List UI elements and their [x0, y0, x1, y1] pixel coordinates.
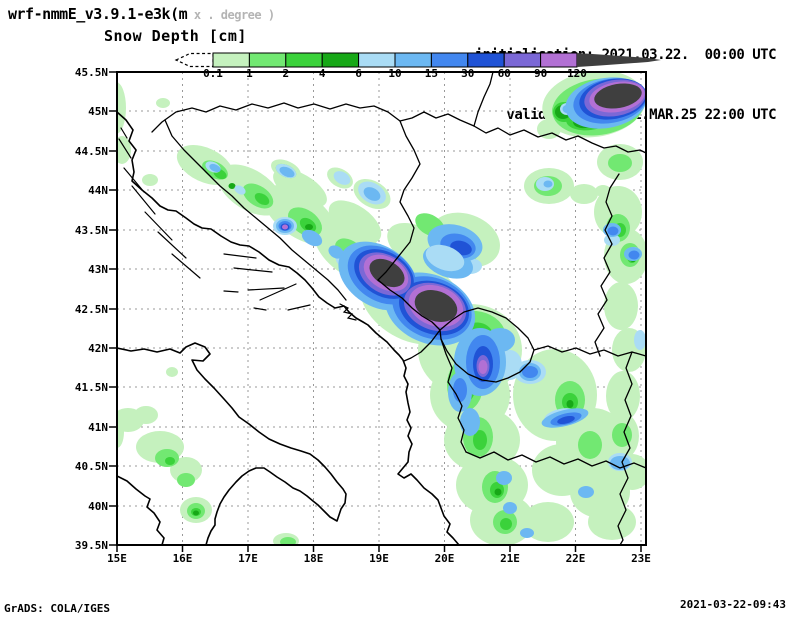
model-title-resolution-note: x . degree ) — [187, 8, 275, 22]
lat-axis-label: 40.5N — [74, 460, 108, 473]
lon-axis-label: 20E — [434, 552, 455, 565]
lon-axis-label: 22E — [565, 552, 586, 565]
lat-axis-label: 39.5N — [74, 539, 108, 552]
color-legend-bar — [174, 52, 661, 68]
lat-axis-label: 42N — [88, 342, 108, 355]
creation-timestamp: 2021-03-22-09:43 — [680, 598, 786, 611]
legend-overflow-arrow — [577, 53, 661, 67]
lon-axis-label: 16E — [172, 552, 193, 565]
kotor-bay-inlet — [339, 303, 357, 321]
snow-shading — [117, 72, 646, 545]
country-borders — [151, 72, 646, 545]
lon-axis-label: 18E — [303, 552, 324, 565]
lon-axis-label: 19E — [369, 552, 389, 565]
lon-axis-label: 15E — [107, 552, 127, 565]
lat-axis-label: 41.5N — [74, 381, 108, 394]
legend-tick-label: 6 — [355, 67, 362, 80]
legend-tick-label: 90 — [533, 67, 548, 80]
lat-axis-label: 45N — [88, 105, 108, 118]
plot-subtitle: Snow Depth [cm] — [104, 27, 247, 45]
lon-axis-label: 17E — [238, 552, 258, 565]
adriatic-islands — [118, 127, 311, 311]
model-title: wrf-nmmE_v3.9.1-e3k(m x . degree ) — [8, 5, 275, 23]
legend-color-segment — [467, 52, 505, 68]
lat-axis-label: 44.5N — [74, 145, 108, 158]
snow-pale-blue-band — [425, 244, 465, 272]
legend-color-segment — [248, 52, 287, 68]
axis-ticks — [109, 71, 642, 552]
legend-tick-label: 1 — [246, 67, 253, 80]
legend-color-segment — [212, 52, 250, 68]
lat-axis-label: 43.5N — [74, 224, 108, 237]
lat-axis-label: 44N — [88, 184, 108, 197]
model-title-text: wrf-nmmE_v3.9.1-e3k(m — [8, 5, 188, 23]
initialisation-line: initialisation: 2021.03.22. 00:00 UTC — [474, 47, 777, 63]
snow-level-over-120 — [369, 83, 642, 322]
lat-axis-label: 43N — [88, 263, 108, 276]
legend-tick-label: 2 — [282, 67, 290, 80]
coastline-italy-tyrrhenian — [117, 475, 165, 545]
grads-credit: GrADS: COLA/IGES — [4, 602, 110, 615]
lon-axis-label: 23E — [631, 552, 651, 565]
coastline-balkan-adriatic — [117, 111, 460, 545]
legend-tick-label: 60 — [497, 67, 511, 80]
legend-color-segment — [503, 52, 542, 68]
legend-color-segment — [540, 52, 578, 68]
lat-axis-label: 45.5N — [74, 66, 108, 79]
legend-color-segment — [430, 52, 469, 68]
legend-underflow-arrow — [174, 52, 214, 68]
lat-axis-label: 40N — [88, 500, 108, 513]
legend-color-segment — [358, 52, 396, 68]
legend-color-segment — [394, 52, 432, 68]
lat-axis-label: 42.5N — [74, 303, 108, 316]
legend-tick-label: 30 — [461, 67, 475, 80]
legend-tick-label: 120 — [567, 67, 587, 80]
coastline-italy-adriatic — [117, 342, 347, 545]
legend-tick-label: 10 — [388, 67, 402, 80]
legend-color-segment — [321, 52, 360, 68]
legend-tick-label: 15 — [424, 67, 439, 80]
legend-tick-label: 0.1 — [203, 67, 223, 80]
lat-axis-label: 41N — [88, 421, 108, 434]
legend-tick-label: 4 — [318, 67, 326, 80]
lon-axis-label: 21E — [500, 552, 520, 565]
legend-color-segment — [285, 52, 323, 68]
